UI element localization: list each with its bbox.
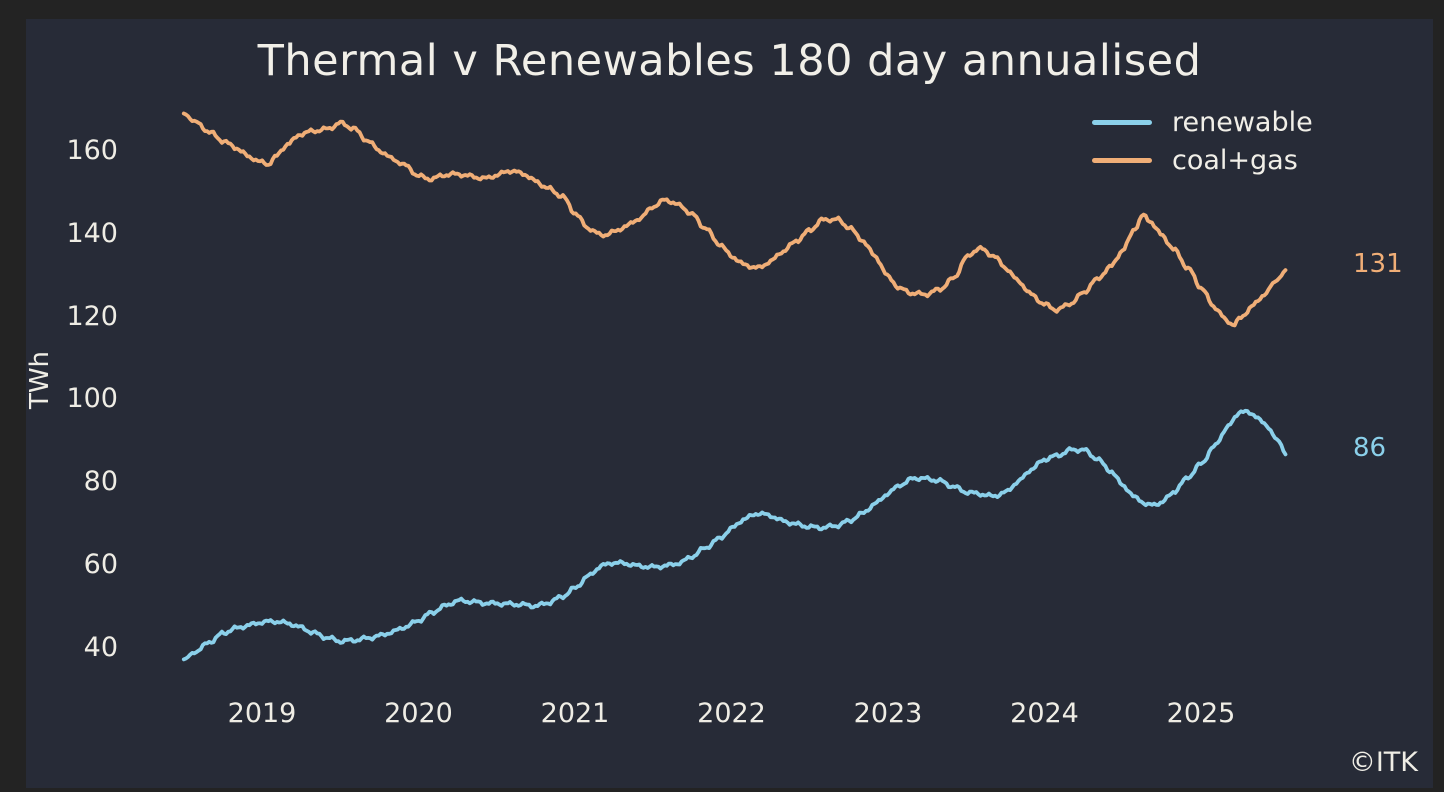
chart-title: Thermal v Renewables 180 day annualised <box>257 36 1202 86</box>
end-value-coal-gas: 131 <box>1353 249 1403 280</box>
plot-area: Thermal v Renewables 180 day annualised … <box>25 19 1433 788</box>
x-tick-label: 2024 <box>1010 698 1079 729</box>
legend-label-renewable: renewable <box>1172 106 1313 138</box>
y-tick-label: 40 <box>83 632 118 663</box>
legend-line-coal-gas <box>1092 157 1152 163</box>
legend: renewable coal+gas <box>1092 107 1313 183</box>
y-tick-label: 160 <box>66 134 118 166</box>
legend-line-renewable <box>1092 119 1152 125</box>
y-tick-label: 80 <box>83 466 118 498</box>
x-tick-label: 2022 <box>697 698 766 729</box>
legend-item-coal-gas: coal+gas <box>1092 145 1313 175</box>
y-tick-label: 140 <box>66 217 118 249</box>
legend-label-coal-gas: coal+gas <box>1172 144 1298 176</box>
x-tick-label: 2025 <box>1166 698 1236 729</box>
y-tick-label: 100 <box>66 383 118 415</box>
x-tick-label: 2020 <box>384 698 453 729</box>
y-tick-label: 120 <box>66 300 118 332</box>
legend-item-renewable: renewable <box>1092 107 1313 137</box>
x-tick-label: 2023 <box>853 698 923 729</box>
end-value-renewable: 86 <box>1353 433 1387 464</box>
y-tick-label: 60 <box>83 549 118 581</box>
watermark: ©ITK <box>1348 747 1418 778</box>
x-tick-label: 2019 <box>227 698 297 729</box>
x-tick-label: 2021 <box>540 698 610 729</box>
